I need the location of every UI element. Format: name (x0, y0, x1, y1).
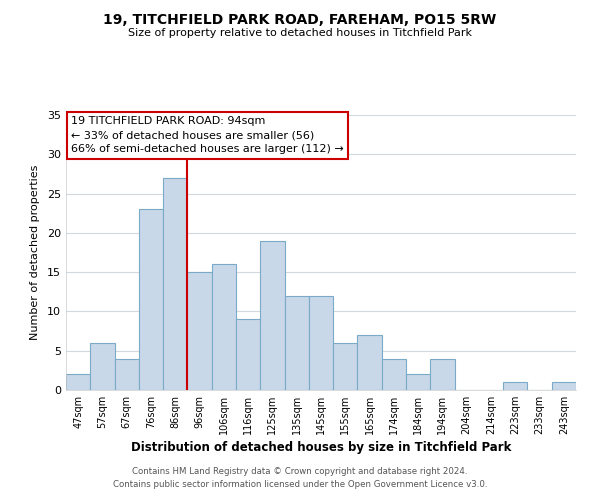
Bar (212, 264, 236, 390)
Bar (430, 358, 455, 390)
X-axis label: Distribution of detached houses by size in Titchfield Park: Distribution of detached houses by size … (131, 441, 511, 454)
Bar (163, 178, 187, 390)
Bar (284, 296, 309, 390)
Bar (139, 210, 163, 390)
Text: Size of property relative to detached houses in Titchfield Park: Size of property relative to detached ho… (128, 28, 472, 38)
Bar (90, 343, 115, 390)
Bar (503, 382, 527, 390)
Text: Contains HM Land Registry data © Crown copyright and database right 2024.: Contains HM Land Registry data © Crown c… (132, 467, 468, 476)
Bar (236, 320, 260, 390)
Bar (260, 240, 284, 390)
Bar (309, 296, 333, 390)
Text: Contains public sector information licensed under the Open Government Licence v3: Contains public sector information licen… (113, 480, 487, 489)
Bar (66, 374, 90, 390)
Bar (187, 272, 212, 390)
Bar (358, 335, 382, 390)
Text: 19 TITCHFIELD PARK ROAD: 94sqm
← 33% of detached houses are smaller (56)
66% of : 19 TITCHFIELD PARK ROAD: 94sqm ← 33% of … (71, 116, 344, 154)
Bar (382, 358, 406, 390)
Bar (406, 374, 430, 390)
Y-axis label: Number of detached properties: Number of detached properties (30, 165, 40, 340)
Bar (115, 358, 139, 390)
Bar (333, 343, 358, 390)
Text: 19, TITCHFIELD PARK ROAD, FAREHAM, PO15 5RW: 19, TITCHFIELD PARK ROAD, FAREHAM, PO15 … (103, 12, 497, 26)
Bar (552, 382, 576, 390)
